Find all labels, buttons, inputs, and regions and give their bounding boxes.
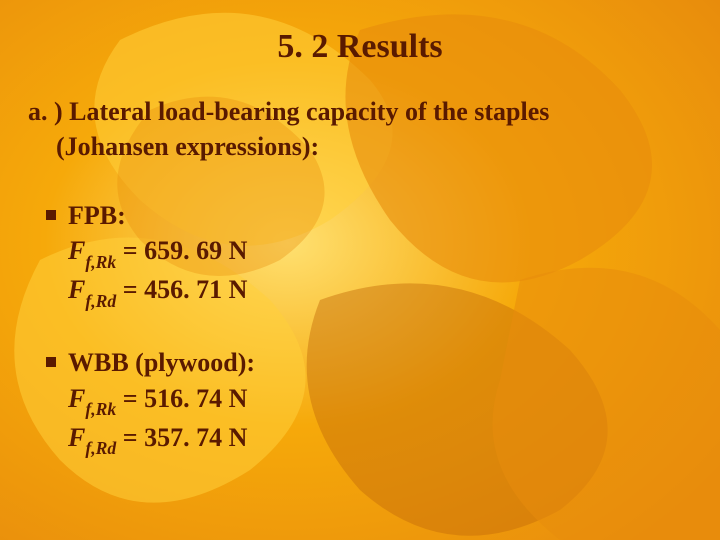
heading-line-1: a. ) Lateral load-bearing capacity of th… xyxy=(28,97,549,126)
heading-line-2: (Johansen expressions): xyxy=(28,129,696,164)
wbb-row-rd: Ff,Rd = 357. 74 N xyxy=(68,420,696,459)
bullet-icon xyxy=(46,210,56,220)
section-heading: a. ) Lateral load-bearing capacity of th… xyxy=(24,94,696,164)
fpb-row-rk: Ff,Rk = 659. 69 N xyxy=(68,233,696,272)
wbb-label: WBB (plywood): xyxy=(68,348,255,377)
fpb-row-rd: Ff,Rd = 456. 71 N xyxy=(68,272,696,311)
slide-title: 5. 2 Results xyxy=(24,28,696,66)
result-block-fpb: FPB: Ff,Rk = 659. 69 N Ff,Rd = 456. 71 N xyxy=(24,198,696,311)
bullet-icon xyxy=(46,357,56,367)
wbb-row-rk: Ff,Rk = 516. 74 N xyxy=(68,381,696,420)
result-block-wbb: WBB (plywood): Ff,Rk = 516. 74 N Ff,Rd =… xyxy=(24,345,696,458)
fpb-label: FPB: xyxy=(68,201,126,230)
slide-content: 5. 2 Results a. ) Lateral load-bearing c… xyxy=(0,0,720,459)
